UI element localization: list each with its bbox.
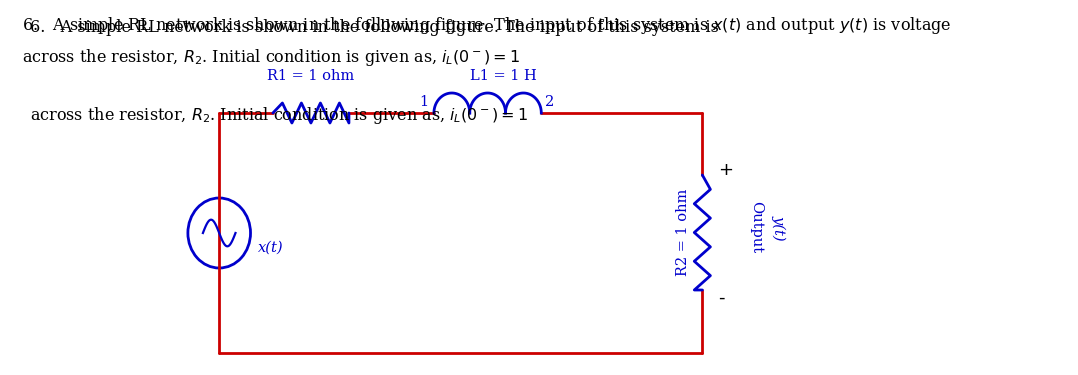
- Text: -: -: [718, 289, 724, 307]
- Text: across the resistor, $R_2$. Initial condition is given as, $i_L(0^-)= 1$: across the resistor, $R_2$. Initial cond…: [23, 47, 521, 68]
- Text: 2: 2: [544, 95, 554, 109]
- Text: across the resistor, $R_2$. Initial condition is given as, $i_L(0^-) = 1$: across the resistor, $R_2$. Initial cond…: [30, 105, 528, 126]
- Text: +: +: [718, 161, 733, 179]
- Text: 6.   A simple RL network is shown in the following figure. The input of this sys: 6. A simple RL network is shown in the f…: [23, 15, 952, 36]
- Text: x(t): x(t): [258, 241, 284, 255]
- Text: R2 = 1 ohm: R2 = 1 ohm: [676, 189, 690, 276]
- Text: y(t): y(t): [771, 214, 786, 240]
- Text: L1 = 1 H: L1 = 1 H: [470, 69, 537, 83]
- Text: 1: 1: [419, 95, 429, 109]
- Text: R1 = 1 ohm: R1 = 1 ohm: [267, 69, 355, 83]
- Text: Output: Output: [749, 201, 763, 254]
- Text: 6.   A simple RL network is shown in the following figure. The input of this sys: 6. A simple RL network is shown in the f…: [30, 19, 724, 36]
